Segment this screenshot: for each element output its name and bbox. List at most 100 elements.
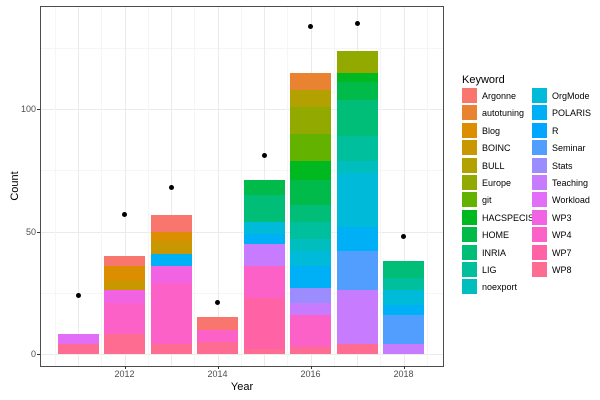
bar-segment-2017-Seminar (336, 251, 378, 291)
y-minor-gridline (41, 292, 443, 294)
bar-segment-2013-Blog (150, 231, 192, 242)
x-minor-gridline (380, 7, 382, 366)
bar-segment-2016-POLARIS (290, 265, 331, 288)
x-tick-label: 2012 (114, 369, 135, 379)
bar-segment-2011-WP8 (57, 344, 99, 354)
bar-segment-2012-WP8 (104, 334, 145, 354)
x-minor-gridline (287, 7, 289, 366)
data-point-2014 (215, 300, 220, 306)
bar-segment-2016-Stats (290, 287, 331, 303)
y-minor-gridline (41, 170, 443, 172)
legend-label-WP3: WP3 (552, 212, 572, 223)
legend-label-INRIA: INRIA (482, 247, 507, 258)
bar-segment-2017-Europe (336, 50, 378, 73)
bar-segment-2016-LIG (290, 221, 331, 239)
bar-segment-2012-BOINC (104, 280, 145, 291)
bar-segment-2014-WP4 (197, 329, 238, 342)
legend-key-Argonne (462, 88, 477, 103)
legend-key-Blog (462, 122, 477, 138)
legend-label-BULL: BULL (482, 160, 505, 171)
bar-segment-2012-Blog (104, 265, 145, 281)
data-point-2015 (261, 153, 267, 159)
legend-key-HOME (462, 227, 477, 243)
legend-key-Europe (462, 175, 477, 190)
x-axis-title: Year (230, 381, 254, 393)
bar-segment-2015-WP8 (243, 349, 285, 354)
bar-segment-2018-Teaching (383, 344, 424, 354)
y-major-gridline (41, 231, 443, 233)
legend-key-Workload (532, 192, 547, 208)
legend-key-BOINC (462, 140, 477, 156)
bar-segment-2016-OrgMode (290, 251, 331, 266)
bar-segment-2016-Europe (290, 106, 331, 134)
bar-segment-2016-WP4 (290, 314, 331, 347)
y-tick-mark (37, 231, 40, 233)
x-minor-gridline (333, 7, 335, 366)
bar-segment-2015-INRIA (243, 194, 285, 222)
legend-key-OrgMode (532, 88, 547, 103)
bar-segment-2013-POLARIS (150, 253, 192, 266)
bar-segment-2016-WP8 (290, 346, 331, 354)
x-tick-mark (217, 366, 219, 369)
data-point-2017 (354, 21, 360, 27)
bar-segment-2015-WP7 (243, 297, 285, 350)
bar-segment-2016-noexport (290, 239, 331, 252)
legend-key-Seminar (532, 140, 547, 156)
data-point-2016 (308, 23, 313, 29)
legend-label-Blog: Blog (482, 125, 501, 136)
legend-label-BOINC: BOINC (482, 143, 511, 154)
bar-segment-2013-WP4 (150, 283, 192, 345)
bar-segment-2017-OrgMode (336, 172, 378, 227)
bar-segment-2016-BULL (290, 89, 331, 107)
x-tick-label: 2016 (300, 369, 321, 379)
data-point-2018 (401, 234, 406, 240)
y-axis-title: Count (9, 171, 21, 201)
x-minor-gridline (54, 7, 56, 366)
legend-key-LIG (462, 262, 477, 277)
bar-segment-2012-WP4 (104, 302, 145, 335)
legend-label-WP8: WP8 (552, 265, 572, 275)
bar-segment-2012-Argonne (104, 256, 145, 266)
bar-segment-2015-WP4 (243, 265, 285, 298)
x-tick-mark (403, 366, 405, 369)
bar-segment-2017-noexport (336, 160, 378, 173)
x-major-gridline (124, 7, 126, 366)
x-minor-gridline (426, 7, 428, 366)
x-major-gridline (78, 7, 79, 366)
bar-segment-2016-HACSPECIS (290, 160, 331, 181)
x-tick-mark (124, 366, 126, 369)
bar-segment-2017-WP8 (336, 344, 378, 354)
y-tick-label: 100 (20, 104, 36, 115)
legend-key-noexport (462, 279, 477, 295)
legend-label-Workload: Workload (552, 195, 590, 206)
legend-label-Seminar: Seminar (552, 143, 586, 154)
x-tick-mark (310, 366, 312, 369)
legend-label-LIG: LIG (482, 265, 497, 275)
x-major-gridline (217, 7, 219, 366)
legend-label-noexport: noexport (482, 282, 518, 293)
bar-segment-2015-Teaching (243, 243, 285, 266)
bar-segment-2012-WP3 (104, 290, 145, 303)
bar-segment-2015-OrgMode (243, 221, 285, 235)
bar-segment-2017-Teaching (336, 290, 378, 345)
bar-segment-2016-HOME (290, 180, 331, 205)
legend-label-WP4: WP4 (552, 230, 572, 241)
bar-segment-2015-POLARIS (243, 234, 285, 244)
data-point-2013 (168, 185, 174, 191)
legend-label-autotuning: autotuning (482, 108, 525, 119)
bar-segment-2017-POLARIS (336, 226, 378, 252)
legend-key-POLARIS (532, 105, 547, 121)
legend-key-WP4 (532, 227, 547, 243)
legend-label-Teaching: Teaching (552, 178, 589, 188)
legend-key-autotuning (462, 105, 477, 121)
bar-segment-2014-WP8 (197, 341, 238, 354)
legend-key-INRIA (462, 244, 477, 260)
bar-segment-2017-INRIA (336, 99, 378, 137)
bar-segment-2017-HACSPECIS (336, 72, 378, 83)
y-tick-label: 50 (25, 226, 36, 237)
legend-label-Argonne: Argonne (482, 91, 517, 101)
x-minor-gridline (240, 7, 242, 366)
legend-key-WP3 (532, 209, 547, 225)
bar-segment-2015-HOME (243, 180, 285, 195)
legend-label-git: git (482, 195, 492, 206)
